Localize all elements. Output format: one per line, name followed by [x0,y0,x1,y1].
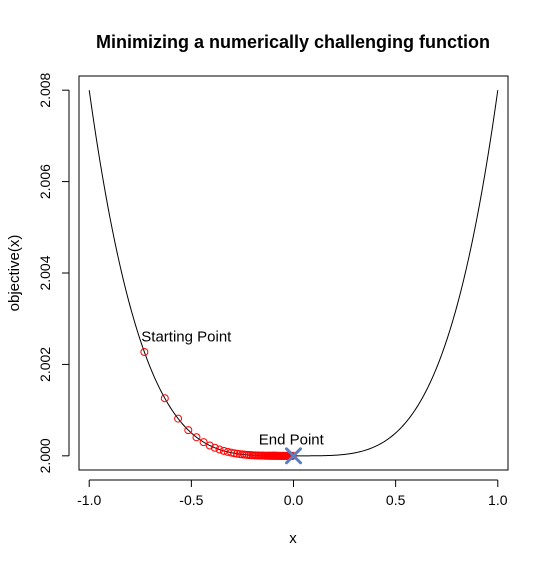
end-point-marker [285,447,302,465]
objective-curve [88,90,499,457]
iterate-point [230,449,239,458]
iterate-point [199,438,208,447]
x-tick-label: 1.0 [488,492,508,508]
y-tick-label: 2.000 [37,438,53,473]
y-axis-label: objective(x) [6,235,23,312]
annotation-label: End Point [259,431,325,448]
iterate-point [210,443,219,452]
x-tick-label: 0.5 [386,492,406,508]
iterate-point [160,394,169,403]
x-axis-label: x [289,530,297,547]
iterate-point [288,451,297,460]
y-tick-label: 2.004 [37,255,53,290]
annotation-label: Starting Point [141,329,232,346]
plot-layer: Starting Point End Point [88,90,499,465]
x-tick-label: -0.5 [179,492,203,508]
iterate-point [219,446,228,455]
y-tick-label: 2.006 [37,164,53,199]
x-tick-label: 0.0 [284,492,304,508]
iterate-point [227,448,236,457]
x-axis: -1.0 -0.5 0.0 0.5 1.0 [77,479,508,508]
iterate-point [174,414,183,423]
y-tick-label: 2.002 [37,347,53,382]
x-tick-label: -1.0 [77,492,101,508]
iterate-point [140,347,149,356]
iterate-point [215,445,224,454]
iterate-point [184,426,193,435]
iterate-point [205,441,214,450]
iterate-point [192,433,201,442]
y-tick-label: 2.008 [37,72,53,107]
chart-title: Minimizing a numerically challenging fun… [96,32,490,52]
plot-frame [78,75,509,471]
y-axis: 2.000 2.002 2.004 2.006 2.008 [37,72,70,473]
